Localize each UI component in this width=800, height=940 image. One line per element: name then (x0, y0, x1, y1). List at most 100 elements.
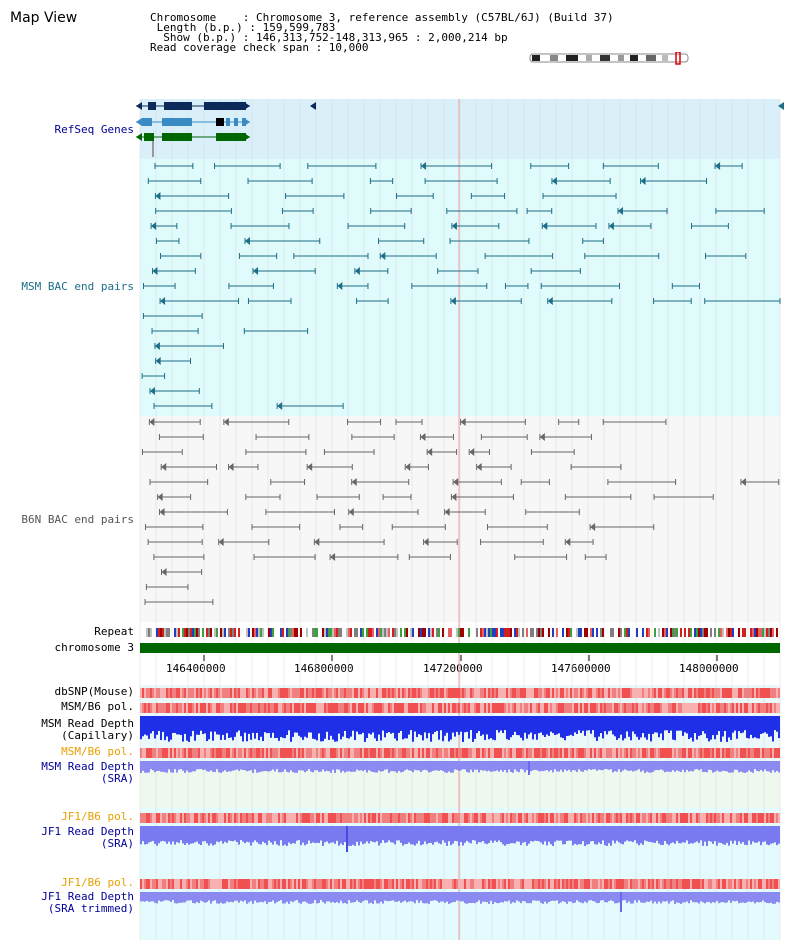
read-depth-bar (372, 826, 374, 842)
track-label-msm-depth-capillary[interactable]: MSM Read Depth (Capillary) (41, 717, 134, 742)
read-depth-bar (208, 892, 210, 901)
read-depth-bar (450, 761, 452, 773)
polymorphism-mark (242, 748, 244, 758)
read-depth-bar (592, 826, 594, 842)
track-label-msm-b6-pol-2[interactable]: MSM/B6 pol. (61, 745, 134, 758)
polymorphism-mark (586, 688, 588, 698)
repeat-mark (578, 628, 580, 637)
read-depth-bar (396, 892, 398, 902)
read-depth-bar (572, 716, 574, 736)
polymorphism-mark (320, 748, 322, 758)
read-depth-bar (558, 826, 560, 841)
polymorphism-mark (774, 748, 776, 758)
polymorphism-mark (256, 748, 258, 758)
polymorphism-mark (630, 688, 632, 698)
polymorphism-mark (684, 879, 686, 889)
read-depth-bar (312, 716, 314, 739)
chromosome-ideogram[interactable] (528, 52, 692, 66)
read-depth-bar (340, 716, 342, 740)
read-depth-bar (214, 716, 216, 732)
polymorphism-mark (226, 703, 228, 713)
track-label-jf1-depth-trimmed[interactable]: JF1 Read Depth (SRA trimmed) (41, 890, 134, 915)
read-depth-bar (460, 716, 462, 732)
polymorphism-mark (496, 703, 498, 713)
polymorphism-mark (448, 703, 450, 713)
track-label-b6n-bac[interactable]: B6N BAC end pairs (21, 513, 134, 526)
polymorphism-mark (370, 703, 372, 713)
read-depth-bar (432, 761, 434, 771)
track-label-chromosome[interactable]: chromosome 3 (54, 641, 134, 654)
track-label-repeat[interactable]: Repeat (94, 625, 134, 638)
read-depth-bar (188, 892, 190, 901)
read-depth-bar (398, 892, 400, 901)
read-depth-bar (246, 826, 248, 842)
read-depth-bar (198, 892, 200, 904)
track-label-jf1-b6-pol-2[interactable]: JF1/B6 pol. (61, 876, 134, 889)
polymorphism-mark (700, 813, 702, 823)
track-label-jf1-b6-pol-1[interactable]: JF1/B6 pol. (61, 810, 134, 823)
read-depth-bar (410, 716, 412, 731)
polymorphism-mark (268, 879, 270, 889)
polymorphism-mark (734, 688, 736, 698)
polymorphism-mark (752, 813, 754, 823)
track-label-jf1-depth-sra[interactable]: JF1 Read Depth (SRA) (41, 825, 134, 850)
read-depth-bar (722, 892, 724, 903)
read-depth-bar (472, 892, 474, 903)
polymorphism-mark (236, 813, 238, 823)
polymorphism-mark (248, 688, 250, 698)
read-depth-bar (598, 892, 600, 903)
read-depth-bar (494, 716, 496, 741)
read-depth-bar (346, 826, 348, 846)
polymorphism-mark (290, 879, 292, 889)
read-depth-bar (522, 716, 524, 741)
polymorphism-mark (332, 813, 334, 823)
b6n-bac-pair-arrow (444, 508, 450, 516)
read-depth-bar (210, 892, 212, 904)
read-depth-bar (390, 761, 392, 772)
read-depth-bar (694, 892, 696, 903)
track-label-dbsnp[interactable]: dbSNP(Mouse) (54, 685, 134, 698)
polymorphism-mark (722, 813, 724, 823)
polymorphism-mark (350, 703, 352, 713)
polymorphism-mark (172, 813, 174, 823)
read-depth-bar (378, 716, 380, 735)
polymorphism-mark (270, 813, 272, 823)
polymorphism-mark (686, 703, 688, 713)
track-label-msm-depth-sra[interactable]: MSM Read Depth (SRA) (41, 760, 134, 785)
read-depth-bar (242, 716, 244, 742)
repeat-mark (676, 628, 678, 637)
read-depth-bar (276, 761, 278, 770)
polymorphism-mark (764, 748, 766, 758)
read-depth-bar (218, 892, 220, 904)
read-depth-bar (528, 826, 530, 844)
polymorphism-mark (642, 748, 644, 758)
polymorphism-mark (660, 688, 662, 698)
polymorphism-mark (738, 688, 740, 698)
polymorphism-mark (556, 688, 558, 698)
read-depth-bar (336, 892, 338, 903)
read-depth-bar (544, 892, 546, 902)
read-depth-bar (418, 716, 420, 735)
polymorphism-mark (302, 879, 304, 889)
polymorphism-mark (296, 813, 298, 823)
read-depth-bar (480, 761, 482, 771)
read-depth-bar (172, 761, 174, 773)
track-label-msm-b6-pol-1[interactable]: MSM/B6 pol. (61, 700, 134, 713)
repeat-mark (482, 628, 484, 637)
polymorphism-mark (744, 879, 746, 889)
repeat-mark (762, 628, 764, 637)
track-label-msm-bac[interactable]: MSM BAC end pairs (21, 280, 134, 293)
polymorphism-mark (356, 879, 358, 889)
polymorphism-mark (576, 703, 578, 713)
b6n-bac-pair-arrow (314, 538, 320, 546)
polymorphism-mark (182, 703, 184, 713)
read-depth-bar (692, 716, 694, 742)
polymorphism-mark (750, 688, 752, 698)
polymorphism-mark (240, 879, 242, 889)
read-depth-bar (646, 826, 648, 842)
polymorphism-mark (350, 879, 352, 889)
polymorphism-mark (616, 703, 618, 713)
track-label-refseq[interactable]: RefSeq Genes (54, 123, 134, 136)
polymorphism-mark (440, 748, 442, 758)
